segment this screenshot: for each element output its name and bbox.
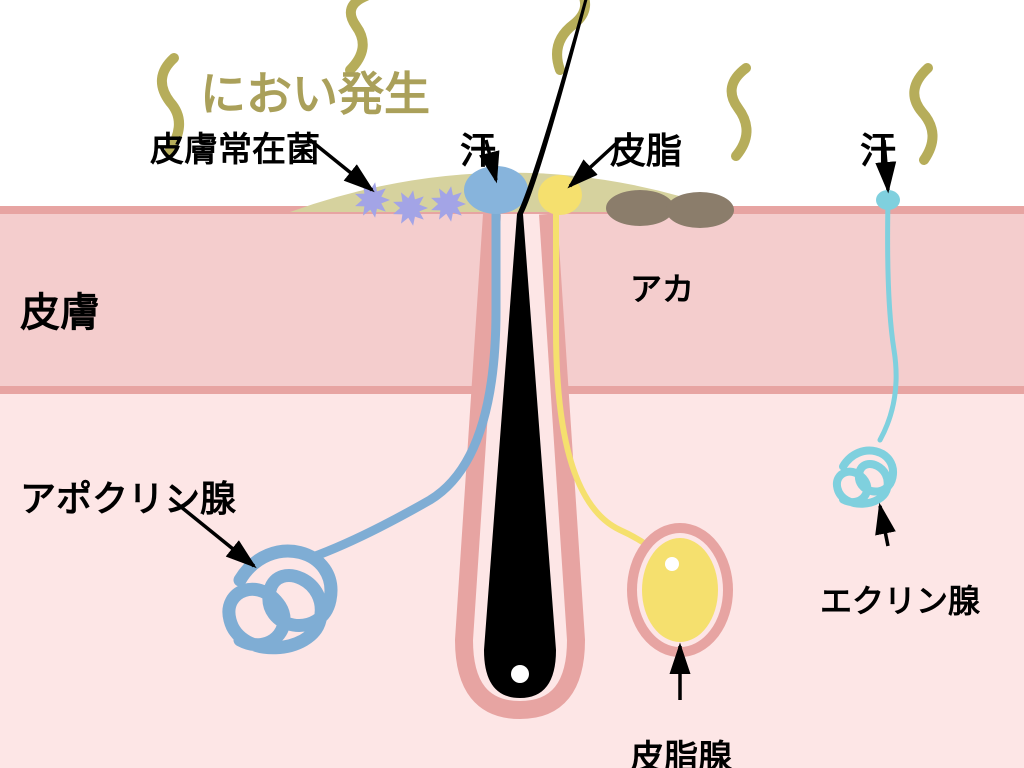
odor-squiggle-4 xyxy=(914,68,932,160)
label-skin: 皮膚 xyxy=(20,280,100,338)
dirt-blob-1 xyxy=(666,192,734,228)
odor-squiggle-3 xyxy=(732,68,747,156)
label-sweat1: 汗 xyxy=(460,122,496,174)
label-dirt: アカ xyxy=(630,264,694,310)
label-apocrine: アポクリン腺 xyxy=(20,470,236,522)
label-sweat2: 汗 xyxy=(860,122,896,174)
label-sebum: 皮脂 xyxy=(610,122,682,174)
dirt-blob-0 xyxy=(606,190,674,226)
label-eccrine: エクリン腺 xyxy=(820,576,980,622)
label-odor-title: におい発生 xyxy=(200,58,430,124)
label-sebaceous: 皮脂腺 xyxy=(630,730,732,768)
label-bacteria: 皮膚常在菌 xyxy=(150,122,320,171)
eccrine-pore xyxy=(876,190,900,210)
sebaceous-gland xyxy=(642,538,718,642)
